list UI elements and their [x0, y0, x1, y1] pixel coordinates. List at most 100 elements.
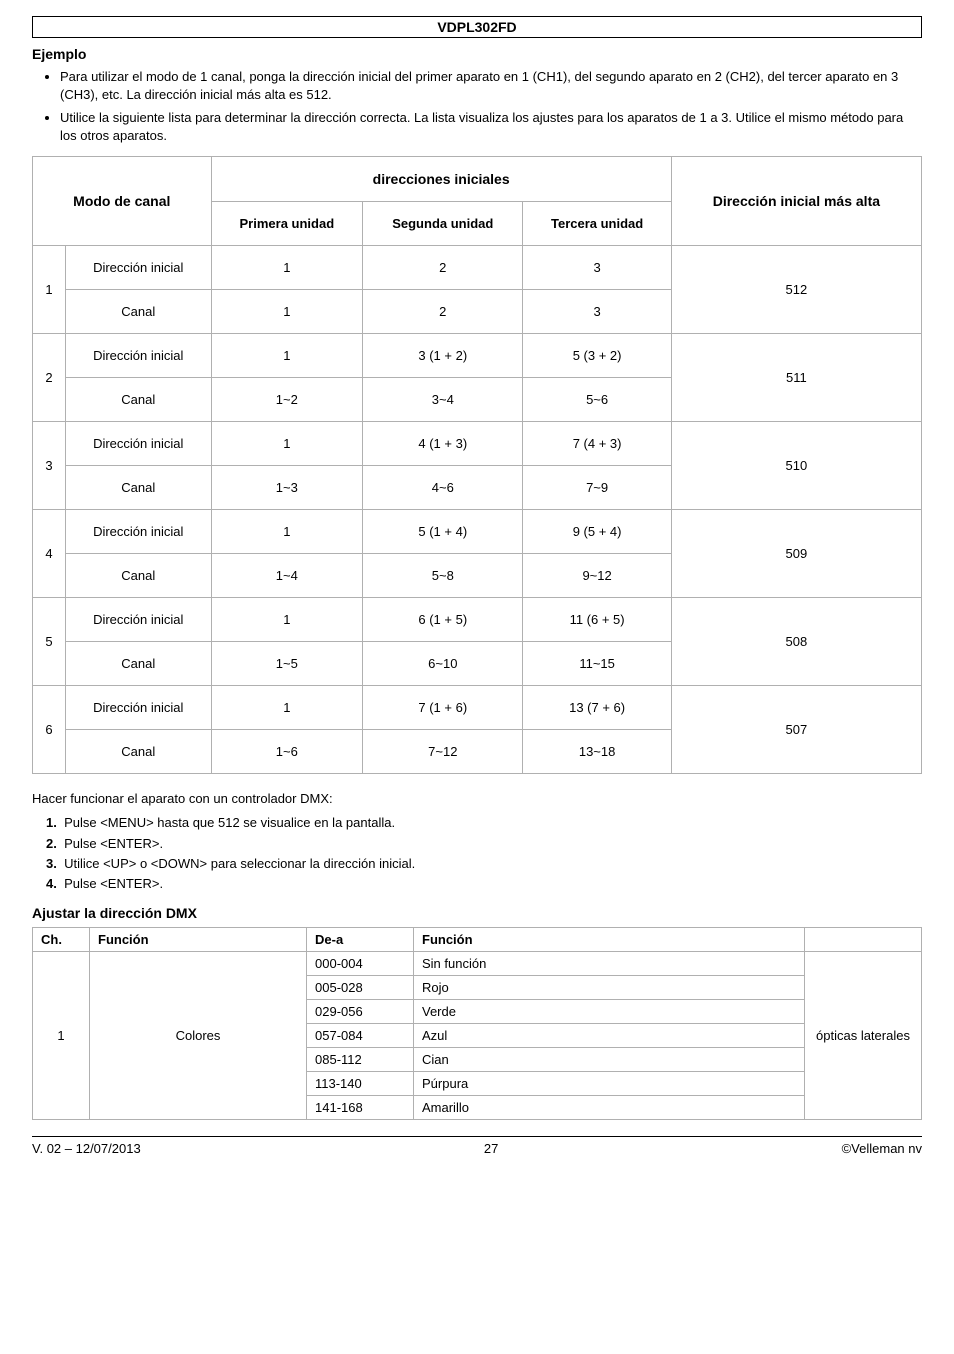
func-name: Amarillo — [414, 1096, 805, 1120]
cell-alta: 507 — [671, 686, 921, 774]
func-col-dea: De-a — [307, 928, 414, 952]
func-range: 141-168 — [307, 1096, 414, 1120]
cell-dir-label: Dirección inicial — [65, 422, 211, 466]
cell-dir-value: 3 (1 + 2) — [363, 334, 523, 378]
func-group: Colores — [90, 952, 307, 1120]
cell-dir-value: 6 (1 + 5) — [363, 598, 523, 642]
cell-canal-value: 1~2 — [211, 378, 363, 422]
cell-canal-label: Canal — [65, 290, 211, 334]
cell-modo: 3 — [33, 422, 66, 510]
cell-canal-value: 1~6 — [211, 730, 363, 774]
cell-dir-label: Dirección inicial — [65, 686, 211, 730]
func-col-ch: Ch. — [33, 928, 90, 952]
cell-alta: 510 — [671, 422, 921, 510]
func-col-funcion: Función — [90, 928, 307, 952]
func-name: Cian — [414, 1048, 805, 1072]
cell-alta: 508 — [671, 598, 921, 686]
cell-dir-value: 5 (3 + 2) — [523, 334, 671, 378]
cell-dir-value: 2 — [363, 246, 523, 290]
bullet-item: Para utilizar el modo de 1 canal, ponga … — [60, 68, 922, 103]
cell-alta: 511 — [671, 334, 921, 422]
ejemplo-title: Ejemplo — [32, 46, 922, 62]
func-range: 029-056 — [307, 1000, 414, 1024]
func-range: 085-112 — [307, 1048, 414, 1072]
col-tercera: Tercera unidad — [523, 202, 671, 246]
cell-canal-label: Canal — [65, 642, 211, 686]
step-item: 2. Pulse <ENTER>. — [46, 835, 922, 853]
step-text: Pulse <ENTER>. — [64, 876, 163, 891]
cell-canal-label: Canal — [65, 730, 211, 774]
cell-dir-value: 11 (6 + 5) — [523, 598, 671, 642]
cell-modo: 6 — [33, 686, 66, 774]
cell-dir-value: 7 (1 + 6) — [363, 686, 523, 730]
cell-dir-value: 1 — [211, 246, 363, 290]
func-name: Rojo — [414, 976, 805, 1000]
step-item: 4. Pulse <ENTER>. — [46, 875, 922, 893]
func-side: ópticas laterales — [805, 952, 922, 1120]
header-direcciones: direcciones iniciales — [211, 157, 671, 202]
cell-canal-value: 9~12 — [523, 554, 671, 598]
cell-dir-value: 1 — [211, 686, 363, 730]
col-segunda: Segunda unidad — [363, 202, 523, 246]
func-table: Ch. Función De-a Función 1Colores000-004… — [32, 927, 922, 1120]
cell-dir-value: 13 (7 + 6) — [523, 686, 671, 730]
cell-dir-value: 1 — [211, 334, 363, 378]
cell-dir-value: 9 (5 + 4) — [523, 510, 671, 554]
cell-canal-value: 5~6 — [523, 378, 671, 422]
cell-canal-value: 5~8 — [363, 554, 523, 598]
cell-dir-label: Dirección inicial — [65, 598, 211, 642]
footer-left: V. 02 – 12/07/2013 — [32, 1141, 141, 1156]
cell-canal-value: 11~15 — [523, 642, 671, 686]
cell-canal-value: 13~18 — [523, 730, 671, 774]
cell-canal-label: Canal — [65, 466, 211, 510]
func-range: 000-004 — [307, 952, 414, 976]
cell-canal-value: 1~5 — [211, 642, 363, 686]
footer-center: 27 — [484, 1141, 498, 1156]
cell-modo: 5 — [33, 598, 66, 686]
cell-modo: 4 — [33, 510, 66, 598]
cell-dir-value: 4 (1 + 3) — [363, 422, 523, 466]
func-name: Sin función — [414, 952, 805, 976]
cell-dir-value: 1 — [211, 510, 363, 554]
steps-list: 1. Pulse <MENU> hasta que 512 se visuali… — [32, 814, 922, 893]
step-item: 1. Pulse <MENU> hasta que 512 se visuali… — [46, 814, 922, 832]
bullet-item: Utilice la siguiente lista para determin… — [60, 109, 922, 144]
cell-canal-label: Canal — [65, 378, 211, 422]
func-range: 113-140 — [307, 1072, 414, 1096]
cell-dir-label: Dirección inicial — [65, 334, 211, 378]
cell-alta: 509 — [671, 510, 921, 598]
cell-canal-value: 3 — [523, 290, 671, 334]
cell-dir-label: Dirección inicial — [65, 510, 211, 554]
step-text: Pulse <MENU> hasta que 512 se visualice … — [64, 815, 395, 830]
step-text: Utilice <UP> o <DOWN> para seleccionar l… — [64, 856, 415, 871]
func-ch: 1 — [33, 952, 90, 1120]
cell-canal-value: 1~3 — [211, 466, 363, 510]
cell-canal-value: 2 — [363, 290, 523, 334]
page-footer: V. 02 – 12/07/2013 27 ©Velleman nv — [32, 1136, 922, 1156]
main-table: Modo de canal direcciones iniciales Dire… — [32, 156, 922, 774]
func-range: 057-084 — [307, 1024, 414, 1048]
cell-dir-value: 5 (1 + 4) — [363, 510, 523, 554]
cell-canal-value: 1 — [211, 290, 363, 334]
cell-dir-value: 7 (4 + 3) — [523, 422, 671, 466]
doc-header: VDPL302FD — [32, 16, 922, 38]
cell-canal-value: 7~9 — [523, 466, 671, 510]
cell-canal-value: 1~4 — [211, 554, 363, 598]
func-name: Púrpura — [414, 1072, 805, 1096]
cell-dir-value: 3 — [523, 246, 671, 290]
func-name: Azul — [414, 1024, 805, 1048]
cell-canal-value: 7~12 — [363, 730, 523, 774]
func-name: Verde — [414, 1000, 805, 1024]
cell-modo: 2 — [33, 334, 66, 422]
func-col-side — [805, 928, 922, 952]
dmx-intro: Hacer funcionar el aparato con un contro… — [32, 790, 922, 808]
cell-canal-value: 4~6 — [363, 466, 523, 510]
step-text: Pulse <ENTER>. — [64, 836, 163, 851]
func-col-funcion2: Función — [414, 928, 805, 952]
func-range: 005-028 — [307, 976, 414, 1000]
ajustar-title: Ajustar la dirección DMX — [32, 905, 922, 921]
cell-canal-value: 3~4 — [363, 378, 523, 422]
cell-alta: 512 — [671, 246, 921, 334]
header-direccion-alta: Dirección inicial más alta — [671, 157, 921, 246]
cell-canal-label: Canal — [65, 554, 211, 598]
